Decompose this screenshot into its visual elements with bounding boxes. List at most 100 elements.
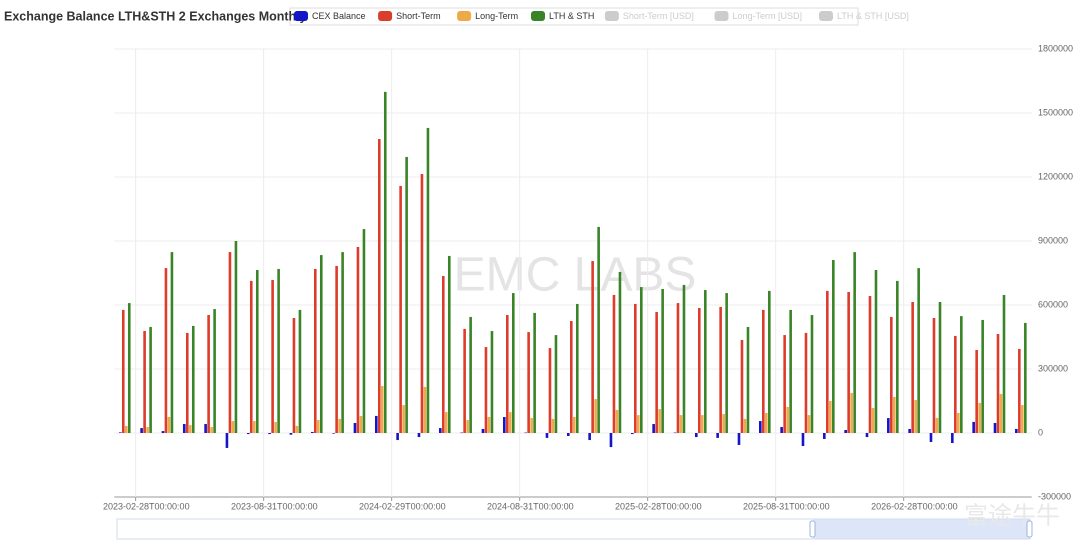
bar <box>161 431 165 433</box>
bar <box>914 399 917 433</box>
bar <box>591 261 594 433</box>
bar <box>746 326 750 433</box>
x-tick-label: 2023-02-28T00:00:00 <box>103 501 190 511</box>
bar <box>268 433 271 435</box>
bar <box>377 139 381 433</box>
bar <box>695 433 698 438</box>
bar <box>444 412 448 433</box>
bar <box>383 91 387 433</box>
legend-swatch[interactable] <box>378 11 393 21</box>
bar <box>640 287 643 433</box>
bar <box>658 409 661 433</box>
legend-swatch[interactable] <box>457 11 472 21</box>
bar <box>511 293 515 433</box>
bar <box>618 271 622 433</box>
watermark: EMC LABS <box>454 249 697 302</box>
zoom-handle[interactable] <box>809 520 816 538</box>
bar <box>996 334 1000 433</box>
bar <box>890 316 893 433</box>
bar <box>810 315 814 433</box>
bar <box>917 268 920 433</box>
bar <box>832 259 835 433</box>
bar <box>874 270 878 433</box>
bar <box>823 433 826 439</box>
bar <box>502 417 506 433</box>
bar <box>783 335 786 433</box>
bar <box>118 432 122 433</box>
bar <box>759 421 762 433</box>
bar <box>652 424 655 433</box>
bar <box>954 335 957 433</box>
bar <box>490 331 494 433</box>
bar <box>929 433 933 442</box>
bar <box>447 255 451 433</box>
bar <box>981 319 984 433</box>
bar <box>185 332 189 433</box>
legend-label[interactable]: Long-Term <box>475 11 518 21</box>
legend-label[interactable]: LTH & STH <box>549 11 594 21</box>
y-tick-label: -300000 <box>1038 491 1071 501</box>
legend-label[interactable]: CEX Balance <box>312 11 366 21</box>
legend-swatch[interactable] <box>819 11 833 21</box>
bar <box>255 270 259 433</box>
legend-swatch[interactable] <box>294 11 308 21</box>
bar <box>167 417 171 433</box>
y-tick-label: 0 <box>1038 427 1043 437</box>
zoom-handle[interactable] <box>1026 520 1033 538</box>
corner-watermark: 富途牛牛 <box>964 502 1060 529</box>
bar <box>380 386 384 433</box>
bar <box>469 316 472 433</box>
bar <box>426 127 430 433</box>
bar <box>576 303 579 433</box>
bar <box>676 303 680 433</box>
bar <box>1018 348 1021 433</box>
bar <box>804 332 808 433</box>
bar <box>170 252 174 433</box>
bar <box>740 339 744 433</box>
bar <box>570 321 573 433</box>
bar <box>615 409 619 433</box>
legend-label[interactable]: LTH & STH [USD] <box>837 11 909 21</box>
legend-label[interactable]: Short-Term [USD] <box>623 11 694 21</box>
bar <box>234 241 238 433</box>
bar <box>594 399 597 433</box>
bar <box>396 433 399 441</box>
legend-label[interactable]: Long-Term [USD] <box>733 11 803 21</box>
y-tick-label: 300000 <box>1038 363 1068 373</box>
bar <box>704 290 707 433</box>
legend-swatch[interactable] <box>531 11 545 21</box>
bar <box>573 417 576 433</box>
bar <box>768 290 771 433</box>
y-tick-label: 1200000 <box>1038 171 1073 181</box>
bar <box>405 156 408 434</box>
bar <box>829 401 832 433</box>
bar <box>850 392 853 433</box>
bar <box>374 415 378 433</box>
bar <box>353 422 357 433</box>
bar <box>661 289 664 433</box>
bar <box>527 332 530 433</box>
bar <box>737 433 741 445</box>
legend-swatch[interactable] <box>714 11 729 21</box>
bar <box>935 418 939 433</box>
bar <box>865 433 869 438</box>
bar <box>210 427 213 433</box>
x-tick-label: 2025-02-28T00:00:00 <box>615 501 702 511</box>
legend-label[interactable]: Short-Term <box>396 11 441 21</box>
bar <box>310 431 314 433</box>
bar <box>682 284 686 433</box>
bar <box>960 316 963 433</box>
chart-title: Exchange Balance LTH&STH 2 Exchanges Mon… <box>4 9 307 23</box>
bar <box>932 318 936 433</box>
bar <box>295 425 299 433</box>
bar <box>402 405 405 433</box>
y-tick-label: 1500000 <box>1038 107 1073 117</box>
bar <box>487 417 491 433</box>
bar <box>951 433 954 444</box>
bar <box>609 433 613 448</box>
zoom-selection[interactable] <box>813 519 1030 539</box>
bar <box>567 433 570 436</box>
bar <box>463 328 466 433</box>
legend-swatch[interactable] <box>604 11 619 21</box>
